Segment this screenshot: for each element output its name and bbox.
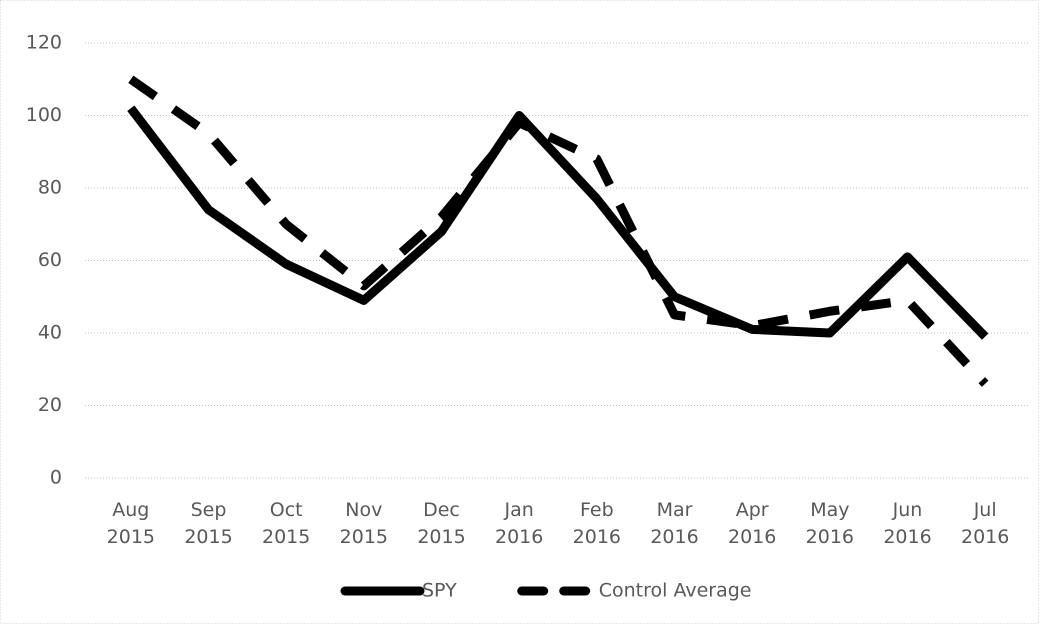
y-tick-label: 60 (38, 249, 62, 271)
x-tick-label: Aug 2015 (107, 499, 155, 548)
series-line (128, 75, 989, 387)
x-tick-label: Mar 2016 (650, 499, 698, 548)
x-tick-label: Oct 2015 (262, 499, 310, 548)
x-tick-label: Feb 2016 (573, 499, 621, 548)
legend-label: SPY (422, 580, 457, 602)
x-tick-label: May 2016 (806, 499, 854, 548)
legend-label: Control Average (599, 580, 752, 602)
x-tick-label: Nov 2015 (340, 499, 388, 548)
y-tick-label: 40 (38, 322, 62, 344)
y-tick-label: 20 (38, 394, 62, 416)
x-tick-label: Apr 2016 (728, 499, 776, 548)
y-tick-label: 0 (50, 467, 62, 489)
x-tick-label: Jan 2016 (495, 499, 543, 548)
y-tick-label: 120 (26, 32, 62, 54)
x-tick-label: Jun 2016 (883, 499, 931, 548)
y-tick-label: 80 (38, 177, 62, 199)
x-tick-label: Dec 2015 (417, 499, 465, 548)
y-tick-label: 100 (26, 104, 62, 126)
x-tick-label: Sep 2015 (184, 499, 232, 548)
x-tick-label: Jul 2016 (961, 499, 1009, 548)
series-line (127, 105, 989, 340)
